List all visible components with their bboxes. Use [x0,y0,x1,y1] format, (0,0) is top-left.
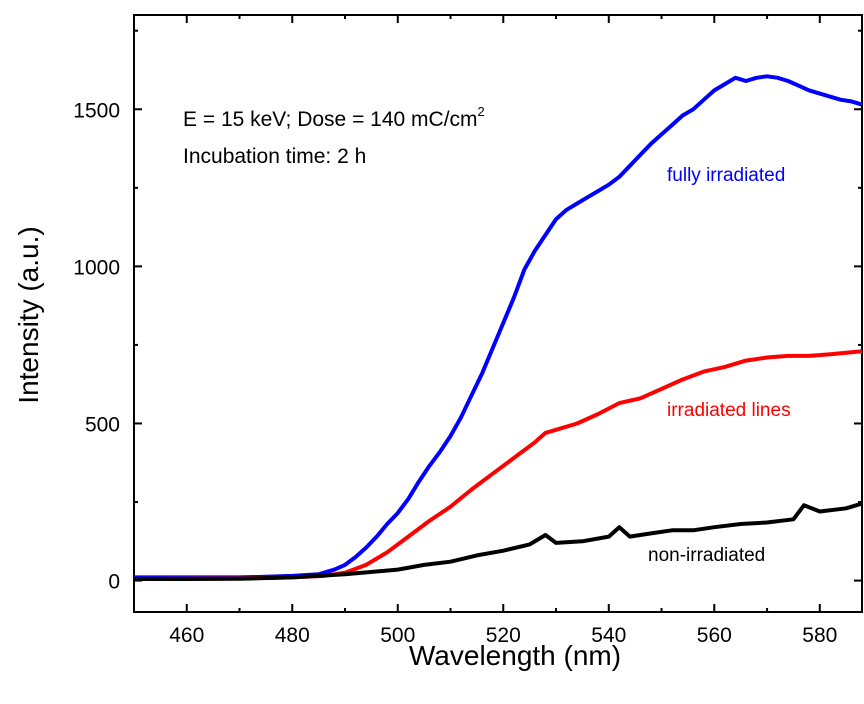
series-label-irradiated-lines: irradiated lines [667,400,791,421]
x-axis-ticks: 460 480 500 520 540 560 580 [133,15,837,647]
series-layer [133,74,863,581]
x-tick-label: 520 [486,624,521,647]
x-tick-label: 560 [697,624,732,647]
series-line-non-irradiated [134,501,863,581]
y-tick-label: 1500 [73,99,120,122]
annotation-incubation: Incubation time: 2 h [183,145,366,168]
plot-border [133,14,863,613]
y-tick-label: 1000 [73,256,120,279]
x-tick-label: 580 [802,624,837,647]
y-tick-label: 0 [108,571,120,594]
x-tick-label: 500 [380,624,415,647]
x-axis-title: Wavelength (nm) [409,640,621,671]
annotation-energy-dose: E = 15 keV; Dose = 140 mC/cm2 [183,104,485,131]
series-line-fully-irradiated [134,74,863,580]
series-label-non-irradiated: non-irradiated [648,545,765,566]
x-tick-label: 480 [275,624,310,647]
annotation-line1-main: E = 15 keV; Dose = 140 mC/cm [183,108,478,131]
x-tick-label: 460 [169,624,204,647]
series-label-fully-irradiated: fully irradiated [667,165,785,186]
y-axis-title: Intensity (a.u.) [13,226,44,403]
plot-frame [133,14,863,613]
y-tick-label: 500 [85,413,120,436]
annotation-line1-sup: 2 [478,104,485,119]
x-tick-label: 540 [591,624,626,647]
y-axis-ticks: 0 500 1000 1500 [73,29,862,594]
